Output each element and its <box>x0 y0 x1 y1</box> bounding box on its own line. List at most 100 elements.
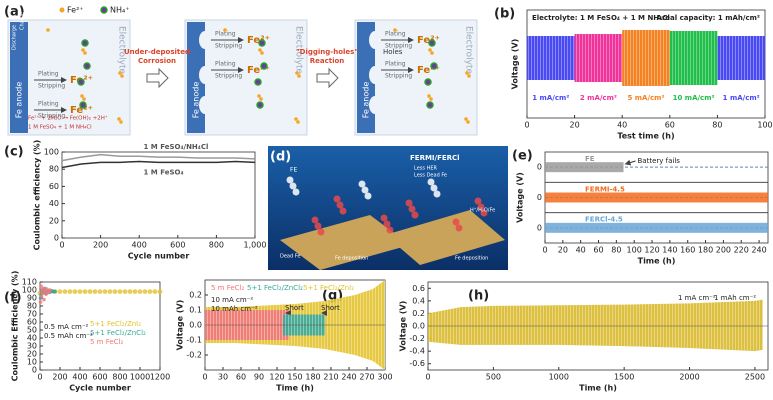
diagram-text: Less Dead Fe <box>414 173 447 179</box>
fe-ion <box>465 71 469 75</box>
point <box>39 284 43 288</box>
y-tick-label: 30 <box>27 342 37 351</box>
nh4-ion <box>256 101 264 109</box>
x-tick-label: 60 <box>236 373 246 382</box>
x-tick-label: 800 <box>112 373 127 382</box>
y-tick-label: 110 <box>22 278 37 287</box>
anode-label: Fe anode <box>15 82 24 119</box>
x-tick-label: 0 <box>524 121 529 130</box>
nh4-ion <box>430 62 438 70</box>
bubble <box>386 226 394 234</box>
x-tick-label: 600 <box>92 373 107 382</box>
legend-text: 5+1 FeCl₂/ZnI₂ <box>90 320 141 328</box>
x-tick-label: 160 <box>680 246 695 255</box>
diagram-text: Dead Fe <box>280 254 300 260</box>
x-tick-label: 220 <box>734 246 749 255</box>
x-tick-label: 180 <box>305 373 320 382</box>
x-tick-label: 120 <box>644 246 659 255</box>
fe-ion <box>393 28 397 32</box>
y-tick-label: 70 <box>27 310 37 319</box>
anode-pit <box>199 31 211 49</box>
nh4-ion <box>79 101 87 109</box>
y-tick-label: 40 <box>27 334 37 343</box>
x-tick-label: 60 <box>665 121 675 130</box>
x-tick-label: 100 <box>627 246 642 255</box>
point <box>87 289 93 294</box>
x-tick-label: 0 <box>425 373 430 382</box>
fe-ion <box>464 117 468 121</box>
plot-frame <box>39 281 161 371</box>
recipe-label: 1 M FeSO₄ + 1 M NH₄Cl <box>28 125 92 131</box>
y-tick-label: 0.2 <box>189 291 202 300</box>
x-tick-label: 1000 <box>130 373 150 382</box>
nh4-ion <box>258 39 266 47</box>
x-tick-label: 270 <box>359 373 374 382</box>
reaction-label: Fe²⁺ + 2H₂O → Fe(OH)₂ +2H⁺ <box>28 115 108 122</box>
point <box>41 286 45 291</box>
electrolyte-label: Electrolyte <box>117 26 127 75</box>
segment-label: 5 mA/cm² <box>627 94 664 102</box>
x-tick-label: 40 <box>576 246 586 255</box>
x-tick-label: 140 <box>662 246 677 255</box>
bubble <box>364 192 372 200</box>
bubble <box>430 184 438 192</box>
point <box>62 289 68 294</box>
panel-label: (d) <box>270 150 291 165</box>
bubble <box>480 209 488 217</box>
band-texture <box>574 34 623 82</box>
point <box>122 289 128 294</box>
panel-label: (e) <box>512 149 533 164</box>
bubble <box>405 199 413 207</box>
x-axis-label: Cycle number <box>128 252 190 261</box>
x-tick-label: 60 <box>593 246 603 255</box>
bubble <box>314 222 322 230</box>
x-tick-label: 0 <box>59 241 64 250</box>
fe-ion <box>430 51 434 55</box>
x-tick-label: 20 <box>558 246 568 255</box>
x-axis-label: Test time (h) <box>617 132 674 141</box>
fe-ion <box>258 48 262 52</box>
step-label: "Digging-holes" <box>296 48 358 56</box>
annotation: 1 mA cm⁻² <box>678 294 716 302</box>
diagram-text: H⁺/H₂O/Fe <box>470 208 495 214</box>
fe-ion <box>257 94 261 98</box>
y-tick-label: -0.2 <box>409 334 425 343</box>
y-tick-label: 0 <box>54 234 59 243</box>
y-tick-label: 0.4 <box>412 296 425 305</box>
anode-pit <box>369 31 381 49</box>
bubble <box>289 182 297 190</box>
x-axis-label: Time (h) <box>638 257 676 266</box>
x-tick-label: 240 <box>751 246 766 255</box>
fe-ion <box>46 28 50 32</box>
bubble <box>452 218 460 226</box>
x-tick-label: 500 <box>486 373 501 382</box>
y-tick-label: 0 <box>537 193 542 202</box>
legend-text: 5+1 FeCl₂/ZnCl₂ <box>90 329 146 337</box>
band-texture <box>669 31 718 85</box>
fe-ion <box>466 120 470 124</box>
bubble <box>333 195 341 203</box>
y-tick-label: 60 <box>49 182 59 191</box>
x-tick-label: 600 <box>170 241 185 250</box>
y-axis-label: Coulombic Efficiency (%) <box>11 271 20 382</box>
point <box>45 287 49 292</box>
x-tick-label: 2000 <box>679 373 699 382</box>
step-label: Corrosion <box>138 57 176 65</box>
bubble <box>455 224 463 232</box>
stripping-label: Stripping <box>215 73 242 80</box>
ion-label: Fe²⁺ <box>417 65 440 76</box>
fe-ion <box>260 51 264 55</box>
point <box>72 289 78 294</box>
plating-label: Plating <box>215 61 236 68</box>
x-tick-label: 0 <box>202 373 207 382</box>
plot-frame <box>61 151 256 239</box>
nh4-ion <box>426 101 434 109</box>
x-tick-label: 300 <box>377 373 392 382</box>
anode <box>10 22 28 133</box>
panel-label: (c) <box>4 145 24 160</box>
x-tick-label: 210 <box>323 373 338 382</box>
point <box>157 289 163 294</box>
point <box>147 289 153 294</box>
